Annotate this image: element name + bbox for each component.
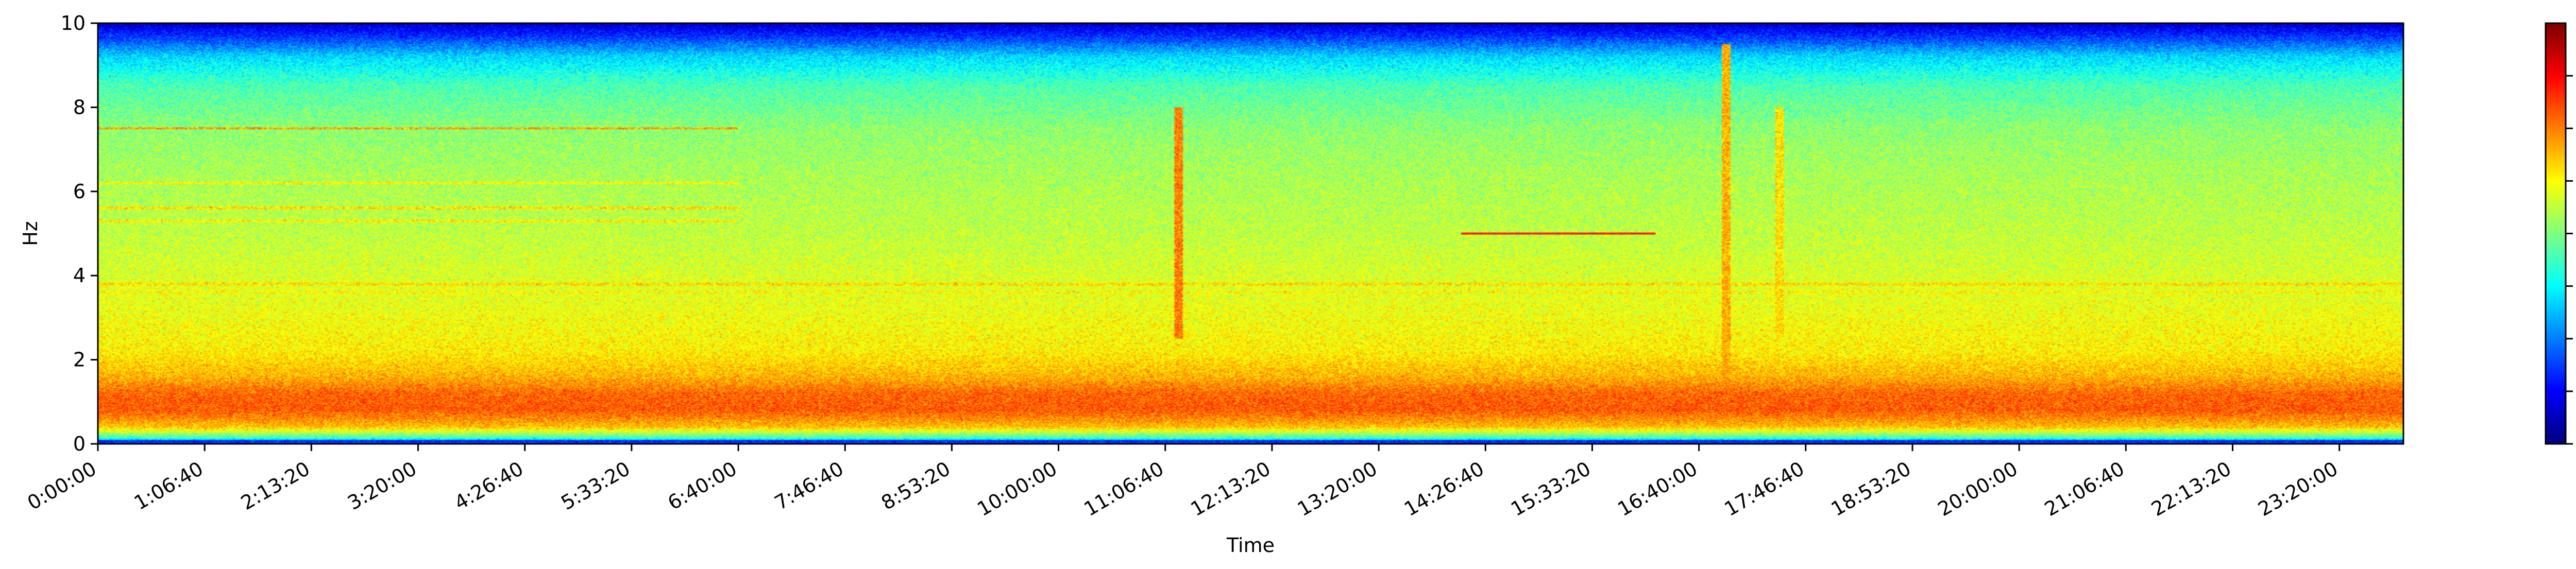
- x-tick-label: 3:20:00: [344, 457, 420, 514]
- x-tick-label: 17:46:40: [1721, 457, 1808, 521]
- x-tick-label: 8:53:20: [877, 457, 954, 514]
- y-tick-label: 10: [61, 12, 86, 35]
- x-axis-label: Time: [1226, 534, 1275, 557]
- x-tick-label: 18:53:20: [1827, 457, 1915, 521]
- x-tick-label: 4:26:40: [450, 457, 527, 514]
- y-tick-label: 0: [73, 433, 86, 455]
- y-axis: 0 2 4 6 8 10: [61, 12, 98, 455]
- x-tick-label: 12:13:20: [1187, 457, 1275, 521]
- x-tick-label: 22:13:20: [2147, 457, 2235, 521]
- colorbar-frame: [2545, 22, 2567, 445]
- x-tick-label: 20:00:00: [1934, 457, 2022, 521]
- x-tick-label: 0:00:00: [24, 457, 100, 514]
- y-tick-label: 6: [73, 180, 86, 203]
- x-tick-label: 11:06:40: [1080, 457, 1167, 521]
- colorbar-gradient: [2546, 23, 2566, 444]
- x-axis: 0:00:00 1:06:40 2:13:20 3:20:00 4:26:40 5:33:…: [24, 444, 2342, 521]
- y-tick-label: 8: [73, 96, 86, 118]
- x-tick-label: 21:06:40: [2041, 457, 2128, 521]
- y-tick-label: 4: [73, 264, 86, 287]
- x-tick-label: 6:40:00: [664, 457, 741, 514]
- x-tick-label: 7:46:40: [771, 457, 848, 514]
- x-tick-label: 13:20:00: [1294, 457, 1381, 521]
- x-tick-label: 16:40:00: [1614, 457, 1701, 521]
- y-axis-label: Hz: [19, 221, 42, 246]
- x-tick-label: 1:06:40: [130, 457, 207, 514]
- spectrogram-heatmap: [98, 23, 2403, 444]
- plot-frame: [97, 22, 2404, 445]
- x-tick-label: 23:20:00: [2254, 457, 2342, 521]
- x-tick-label: 10:00:00: [973, 457, 1061, 521]
- y-tick-label: 2: [73, 349, 86, 371]
- x-tick-label: 15:33:20: [1507, 457, 1595, 521]
- x-tick-label: 2:13:20: [237, 457, 314, 514]
- colorbar-axis: -80 dB-70 dB-60 dB-50 dB-40 dB-30 dB-20 …: [2566, 75, 2573, 445]
- x-tick-label: 5:33:20: [557, 457, 634, 514]
- x-tick-label: 14:26:40: [1400, 457, 1488, 521]
